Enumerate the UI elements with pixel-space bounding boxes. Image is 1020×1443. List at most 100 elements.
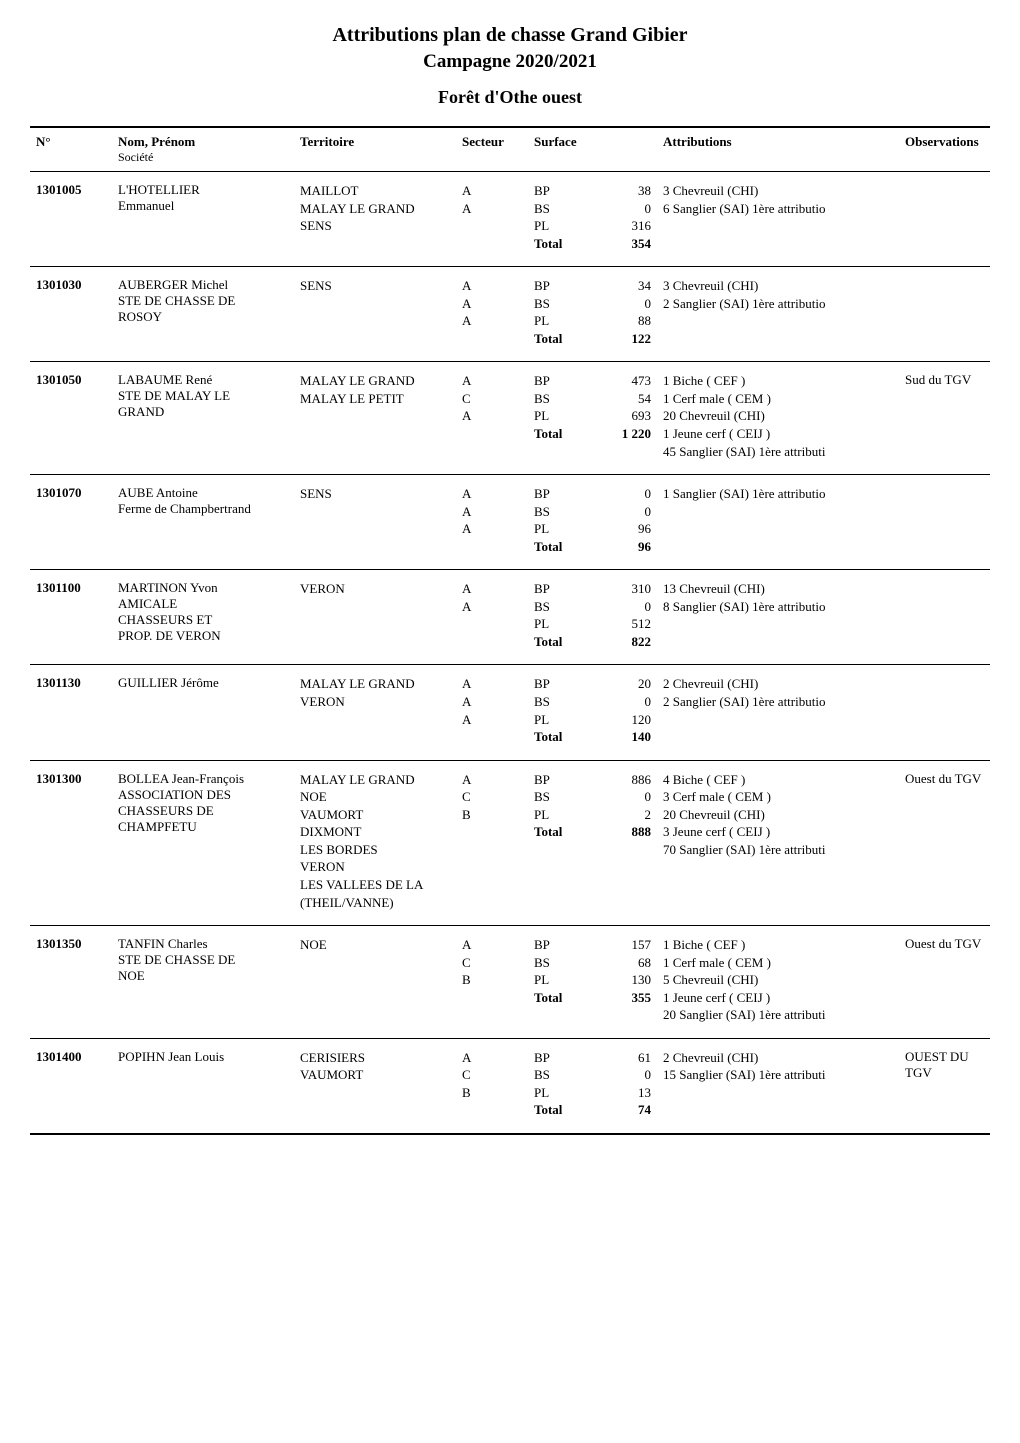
cell-num: 1301130 [30, 665, 112, 760]
header-territoire: Territoire [294, 127, 456, 172]
terr-line: SENS [300, 217, 450, 235]
surf-val-total: 888 [596, 823, 651, 841]
table-row: 1301400 POPIHN Jean Louis CERISIERS VAUM… [30, 1038, 990, 1134]
nom-line: GUILLIER Jérôme [118, 675, 288, 691]
cell-nom: LABAUME René STE DE MALAY LE GRAND [112, 362, 294, 475]
surf-label-total: Total [534, 728, 584, 746]
cell-surface-labels: BP BS PL Total [528, 362, 590, 475]
header-surface: Surface [528, 127, 657, 172]
surf-label-total: Total [534, 1101, 584, 1119]
surf-label-bs: BS [534, 1066, 584, 1084]
cell-territoire: MALAY LE GRAND NOE VAUMORT DIXMONT LES B… [294, 760, 456, 925]
surf-label-bs: BS [534, 503, 584, 521]
cell-nom: BOLLEA Jean-François ASSOCIATION DES CHA… [112, 760, 294, 925]
cell-observations: OUEST DU TGV [899, 1038, 990, 1134]
attrib-line: 2 Chevreuil (CHI) [663, 1049, 893, 1067]
header-num: N° [30, 127, 112, 172]
surf-label-total: Total [534, 989, 584, 1007]
surf-label-total: Total [534, 633, 584, 651]
cell-num: 1301050 [30, 362, 112, 475]
cell-observations [899, 475, 990, 570]
cell-nom: AUBE Antoine Ferme de Champbertrand [112, 475, 294, 570]
cell-attributions: 2 Chevreuil (CHI) 2 Sanglier (SAI) 1ère … [657, 665, 899, 760]
sect-line: A [462, 598, 522, 616]
cell-secteur: A A A [456, 475, 528, 570]
surf-label-bs: BS [534, 788, 584, 806]
surf-val-bs: 0 [596, 693, 651, 711]
surf-label-pl: PL [534, 312, 584, 330]
nom-line: MARTINON Yvon [118, 580, 288, 596]
attrib-line: 3 Chevreuil (CHI) [663, 182, 893, 200]
cell-num: 1301350 [30, 926, 112, 1039]
sect-line: C [462, 788, 522, 806]
sect-line: A [462, 520, 522, 538]
table-row: 1301005 L'HOTELLIER Emmanuel MAILLOT MAL… [30, 172, 990, 267]
terr-line: VERON [300, 580, 450, 598]
cell-surface-values: 38 0 316 354 [590, 172, 657, 267]
nom-line: GRAND [118, 404, 288, 420]
sect-line: A [462, 1049, 522, 1067]
header-attributions: Attributions [657, 127, 899, 172]
attrib-line: 13 Chevreuil (CHI) [663, 580, 893, 598]
sect-line: A [462, 200, 522, 218]
cell-observations: Sud du TGV [899, 362, 990, 475]
sect-line: A [462, 693, 522, 711]
attrib-line: 1 Biche ( CEF ) [663, 372, 893, 390]
cell-secteur: A A [456, 172, 528, 267]
attrib-line: 1 Biche ( CEF ) [663, 936, 893, 954]
cell-nom: POPIHN Jean Louis [112, 1038, 294, 1134]
cell-territoire: SENS [294, 267, 456, 362]
table-row: 1301130 GUILLIER Jérôme MALAY LE GRAND V… [30, 665, 990, 760]
surf-label-bp: BP [534, 580, 584, 598]
surf-label-bs: BS [534, 693, 584, 711]
cell-surface-labels: BP BS PL Total [528, 926, 590, 1039]
surf-val-total: 74 [596, 1101, 651, 1119]
terr-line: MALAY LE PETIT [300, 390, 450, 408]
cell-nom: MARTINON Yvon AMICALE CHASSEURS ET PROP.… [112, 570, 294, 665]
page: Attributions plan de chasse Grand Gibier… [0, 0, 1020, 1175]
cell-attributions: 4 Biche ( CEF ) 3 Cerf male ( CEM ) 20 C… [657, 760, 899, 925]
surf-label-bp: BP [534, 277, 584, 295]
cell-surface-values: 310 0 512 822 [590, 570, 657, 665]
nom-line: NOE [118, 968, 288, 984]
surf-label-bp: BP [534, 675, 584, 693]
cell-surface-values: 61 0 13 74 [590, 1038, 657, 1134]
terr-line: VAUMORT [300, 1066, 450, 1084]
nom-line: Ferme de Champbertrand [118, 501, 288, 517]
nom-line: STE DE MALAY LE [118, 388, 288, 404]
cell-secteur: A A A [456, 665, 528, 760]
attributions-table: N° Nom, Prénom Société Territoire Secteu… [30, 126, 990, 1135]
cell-surface-values: 886 0 2 888 [590, 760, 657, 925]
terr-line: (THEIL/VANNE) [300, 894, 450, 912]
surf-val-bs: 0 [596, 788, 651, 806]
surf-label-bp: BP [534, 485, 584, 503]
cell-surface-labels: BP BS PL Total [528, 570, 590, 665]
terr-line: CERISIERS [300, 1049, 450, 1067]
cell-territoire: MAILLOT MALAY LE GRAND SENS [294, 172, 456, 267]
surf-val-pl: 693 [596, 407, 651, 425]
attrib-line: 3 Chevreuil (CHI) [663, 277, 893, 295]
title-block: Attributions plan de chasse Grand Gibier… [30, 24, 990, 108]
cell-surface-values: 20 0 120 140 [590, 665, 657, 760]
terr-line: VERON [300, 858, 450, 876]
cell-attributions: 13 Chevreuil (CHI) 8 Sanglier (SAI) 1ère… [657, 570, 899, 665]
table-row: 1301300 BOLLEA Jean-François ASSOCIATION… [30, 760, 990, 925]
cell-secteur: A C A [456, 362, 528, 475]
surf-label-total: Total [534, 330, 584, 348]
sect-line: A [462, 485, 522, 503]
surf-label-pl: PL [534, 407, 584, 425]
cell-observations [899, 570, 990, 665]
surf-val-total: 140 [596, 728, 651, 746]
nom-line: STE DE CHASSE DE [118, 952, 288, 968]
cell-secteur: A A [456, 570, 528, 665]
surf-val-bp: 20 [596, 675, 651, 693]
surf-label-total: Total [534, 538, 584, 556]
cell-secteur: A C B [456, 1038, 528, 1134]
cell-nom: GUILLIER Jérôme [112, 665, 294, 760]
sect-line: A [462, 580, 522, 598]
surf-val-total: 355 [596, 989, 651, 1007]
surf-label-total: Total [534, 425, 584, 443]
cell-num: 1301400 [30, 1038, 112, 1134]
cell-territoire: NOE [294, 926, 456, 1039]
sect-line: C [462, 954, 522, 972]
